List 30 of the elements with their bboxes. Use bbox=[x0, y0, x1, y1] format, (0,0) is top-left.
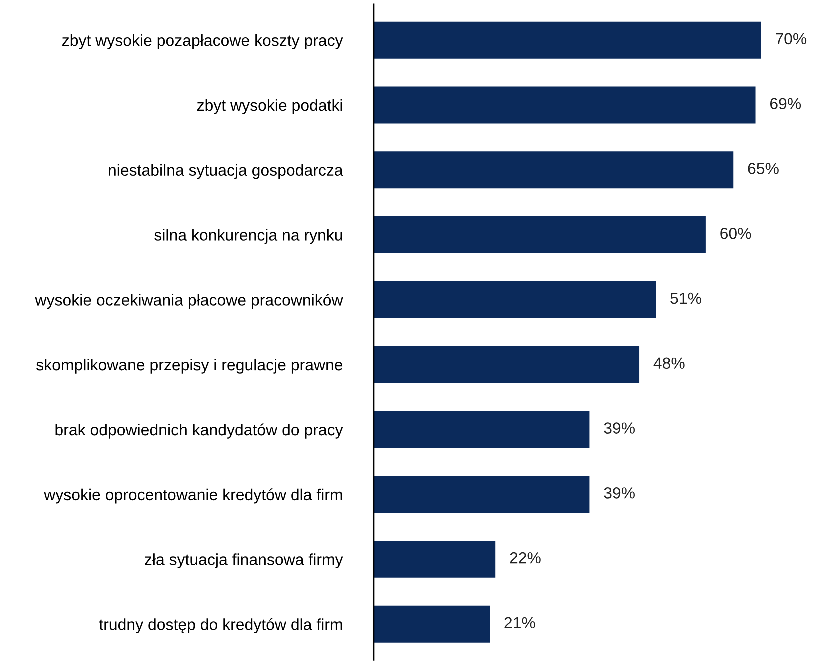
data-label: 22% bbox=[510, 552, 541, 564]
data-label: 69% bbox=[770, 98, 802, 110]
y-tick-label: silna konkurencja na rynku bbox=[154, 229, 342, 244]
data-label: 39% bbox=[604, 488, 635, 499]
data-label: 70% bbox=[776, 33, 807, 45]
bar bbox=[374, 216, 706, 254]
bar bbox=[374, 346, 640, 384]
y-tick-label: wysokie oczekiwania płacowe pracowników bbox=[35, 294, 344, 310]
bar bbox=[374, 86, 756, 124]
y-tick-label: trudny dostęp do kredytów dla firm bbox=[99, 618, 342, 634]
bar bbox=[374, 476, 590, 514]
data-label: 21% bbox=[504, 617, 536, 629]
data-label: 48% bbox=[654, 358, 685, 370]
y-tick-label: zbyt wysokie podatki bbox=[197, 99, 342, 114]
y-tick-label: brak odpowiednich kandydatów do pracy bbox=[56, 424, 344, 439]
data-label: 65% bbox=[748, 163, 779, 174]
y-tick-label: zbyt wysokie pozapłacowe koszty pracy bbox=[62, 34, 344, 50]
data-label: 51% bbox=[670, 292, 702, 304]
bar bbox=[374, 540, 496, 578]
bar bbox=[374, 606, 490, 643]
data-label: 60% bbox=[720, 228, 752, 240]
data-label: 39% bbox=[604, 422, 635, 434]
bar bbox=[374, 281, 656, 318]
y-tick-label: niestabilna sytuacja gospodarcza bbox=[109, 164, 344, 180]
y-tick-label: wysokie oprocentowanie kredytów dla firm bbox=[44, 488, 342, 504]
y-tick-label: skomplikowane przepisy i regulacje prawne bbox=[36, 358, 343, 374]
bar bbox=[374, 22, 762, 59]
y-tick-label: zła sytuacja finansowa firmy bbox=[145, 554, 344, 569]
bar bbox=[374, 152, 734, 189]
bar bbox=[374, 411, 590, 448]
